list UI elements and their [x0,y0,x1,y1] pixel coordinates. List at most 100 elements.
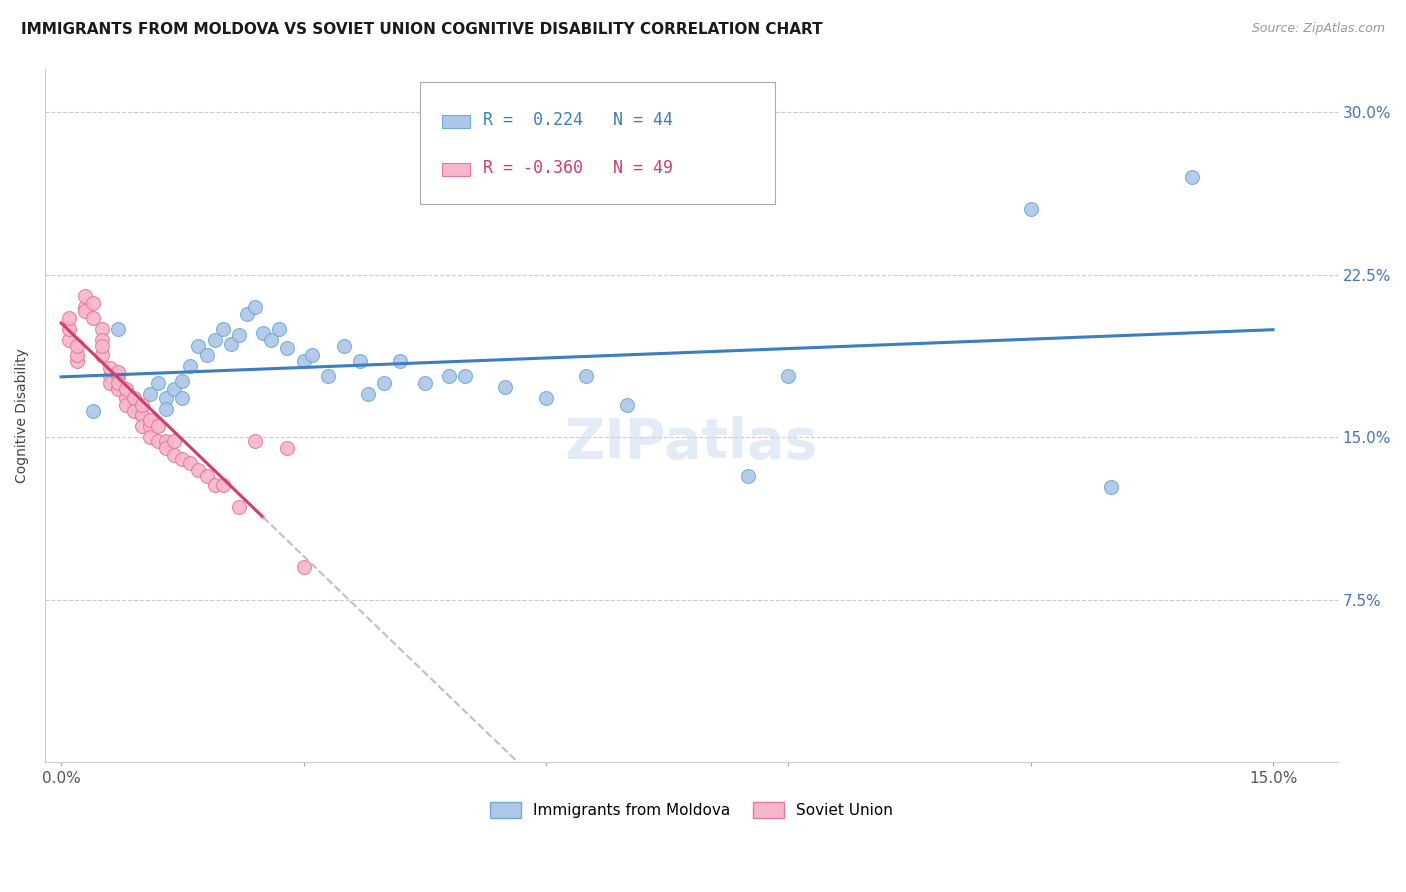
Point [333,339,356,353]
Point [349,354,371,368]
Point [211,478,233,492]
Point [114,391,136,405]
Point [172,451,194,466]
Point [1019,202,1042,217]
Point [292,560,315,574]
Point [114,383,136,397]
Point [90,348,112,362]
Point [243,300,266,314]
Point [204,478,226,492]
Point [1099,480,1122,494]
Point [204,333,226,347]
Point [58,310,80,325]
Point [172,391,194,405]
Point [737,469,759,483]
Point [107,365,129,379]
Text: IMMIGRANTS FROM MOLDOVA VS SOVIET UNION COGNITIVE DISABILITY CORRELATION CHART: IMMIGRANTS FROM MOLDOVA VS SOVIET UNION … [21,22,823,37]
Point [155,441,177,455]
Point [219,337,242,351]
Point [179,456,201,470]
Point [228,328,250,343]
Point [778,369,800,384]
Point [82,404,104,418]
FancyBboxPatch shape [441,163,470,176]
FancyBboxPatch shape [420,82,775,204]
Point [75,289,97,303]
Point [195,348,218,362]
Point [236,307,259,321]
Point [66,348,89,362]
Point [98,369,121,384]
Point [373,376,395,390]
Point [228,500,250,514]
Point [66,354,89,368]
Text: R = -0.360   N = 49: R = -0.360 N = 49 [484,160,673,178]
Point [575,369,598,384]
Point [155,434,177,449]
Point [187,463,209,477]
Point [66,339,89,353]
Point [98,360,121,375]
Point [58,322,80,336]
Point [107,376,129,390]
Text: Source: ZipAtlas.com: Source: ZipAtlas.com [1251,22,1385,36]
Point [139,419,162,434]
Point [82,310,104,325]
Point [107,383,129,397]
Y-axis label: Cognitive Disability: Cognitive Disability [15,348,30,483]
Point [187,339,209,353]
Point [90,322,112,336]
Point [316,369,339,384]
Point [616,398,638,412]
Point [139,413,162,427]
Point [301,348,323,362]
Point [357,386,380,401]
Point [179,359,201,373]
Point [122,398,145,412]
Point [243,434,266,449]
Point [495,380,517,394]
Point [252,326,274,340]
Point [389,354,412,368]
Point [139,430,162,444]
Point [131,409,153,423]
Point [163,448,186,462]
Point [155,401,177,416]
Point [82,295,104,310]
Point [58,333,80,347]
FancyBboxPatch shape [441,115,470,128]
Text: ZIPatlas: ZIPatlas [565,417,818,470]
Text: R =  0.224   N = 44: R = 0.224 N = 44 [484,112,673,129]
Point [534,391,557,405]
Point [146,419,169,434]
Point [454,369,477,384]
Point [195,469,218,483]
Point [131,419,153,434]
Point [172,374,194,388]
Point [114,398,136,412]
Point [131,398,153,412]
Point [163,434,186,449]
Point [292,354,315,368]
Point [122,404,145,418]
Point [146,434,169,449]
Point [98,376,121,390]
Point [269,322,291,336]
Point [107,322,129,336]
Point [276,341,298,355]
Point [139,386,162,401]
Point [413,376,436,390]
Point [155,391,177,405]
Point [122,391,145,405]
Point [163,383,186,397]
Point [131,409,153,423]
Point [107,369,129,384]
Legend: Immigrants from Moldova, Soviet Union: Immigrants from Moldova, Soviet Union [484,796,898,824]
Point [211,322,233,336]
Point [260,333,283,347]
Point [276,441,298,455]
Point [75,300,97,314]
Point [75,304,97,318]
Point [1181,169,1204,184]
Point [437,369,460,384]
